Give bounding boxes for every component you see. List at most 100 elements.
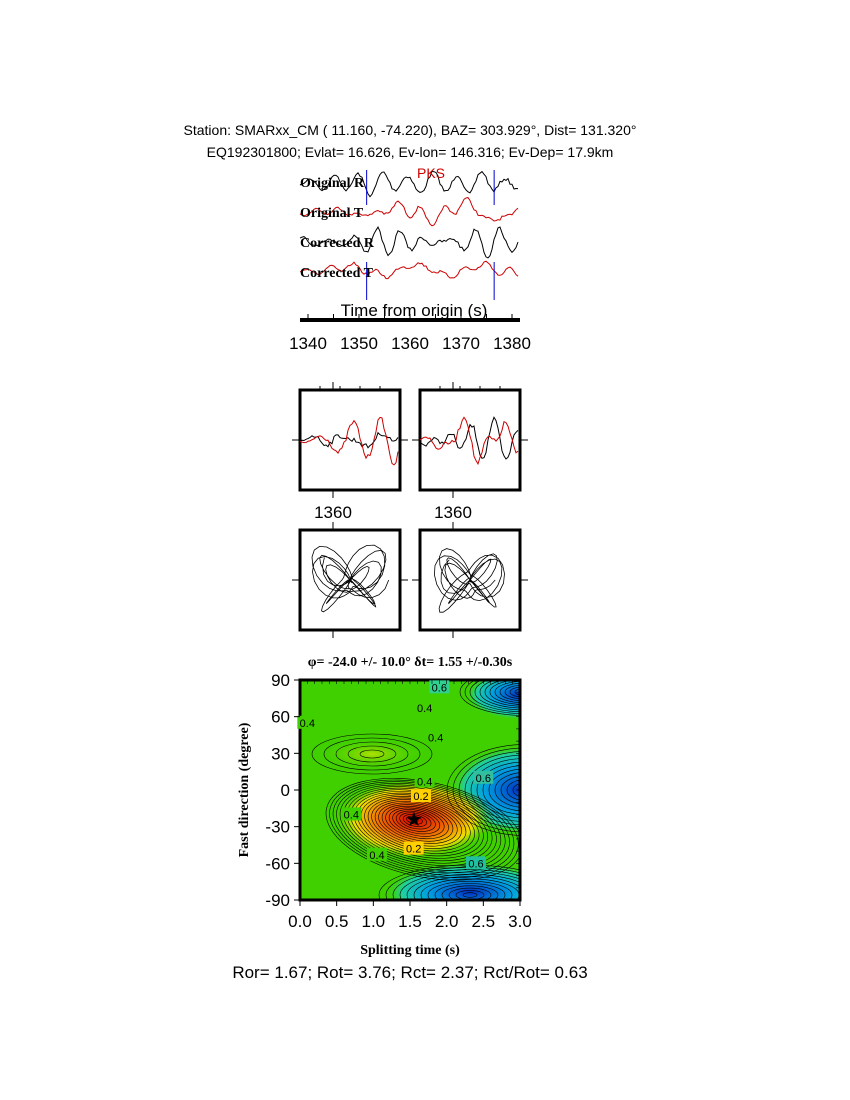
particle-motion-path: [433, 548, 505, 613]
contour-line: [406, 874, 520, 900]
trace-2: [299, 226, 519, 259]
contour-line: [392, 809, 441, 835]
contour-label: 0.6: [468, 858, 483, 870]
y-axis-label: Fast direction (degree): [237, 722, 252, 857]
contour-line: [406, 815, 423, 825]
contour-label: 0.2: [413, 791, 428, 803]
y-tick-label: 0: [281, 781, 290, 800]
contour-label: 0.4: [369, 850, 384, 862]
contour-line: [441, 885, 499, 900]
time-tick-label: 1340: [289, 334, 327, 353]
contour-line: [448, 887, 492, 900]
contour-line: [479, 680, 520, 709]
contour-label-bg: [466, 856, 486, 870]
x-tick-label: 2.5: [472, 912, 496, 931]
y-tick-label: -90: [265, 891, 290, 910]
x-tick-label: 0.0: [288, 912, 312, 931]
contour-line: [392, 869, 520, 900]
contour-line: [500, 776, 520, 804]
contour-line: [427, 880, 513, 900]
x-tick-label: 1.0: [362, 912, 386, 931]
contour-line: [512, 783, 520, 797]
time-tick-label: 1350: [340, 334, 378, 353]
contour-line: [395, 810, 436, 832]
y-tick-label: 30: [271, 744, 290, 763]
trace-label-corrected-t: Corrected T: [300, 266, 374, 281]
contour-line: [399, 812, 432, 830]
y-tick-label: 90: [271, 671, 290, 690]
contour-label: 0.4: [344, 809, 359, 821]
local-low-region: [317, 738, 427, 770]
contour-line: [388, 807, 445, 837]
y-tick-label: -30: [265, 818, 290, 837]
contour-line: [347, 745, 397, 763]
contour-line: [504, 684, 520, 700]
time-axis-label: Time from origin (s): [341, 301, 488, 320]
contour-line: [514, 688, 520, 696]
phase-label: PKS: [417, 165, 445, 181]
time-tick-label: 1380: [493, 334, 531, 353]
waveform-comparison-panels: [292, 382, 528, 638]
x-tick-label: 3.0: [508, 912, 532, 931]
best-fit-star-icon: ★: [405, 809, 423, 831]
x-tick-label: 2.0: [435, 912, 459, 931]
contour-line: [474, 680, 520, 711]
contour-line: [446, 744, 520, 836]
contour-label: 0.4: [300, 718, 315, 730]
contour-label-bg: [411, 789, 431, 803]
contour-line: [402, 814, 428, 827]
contour-line: [482, 765, 520, 815]
trace-label-original-r: Original R: [300, 176, 365, 191]
tick-label-right: 1360: [434, 503, 472, 522]
contour-label-bg: [403, 841, 424, 855]
contour-line: [359, 749, 385, 759]
contour-line: [469, 680, 520, 713]
event-info: EQ192301800; Evlat= 16.626, Ev-lon= 146.…: [207, 144, 614, 160]
trace-3: [299, 260, 519, 280]
contour-line: [385, 805, 449, 840]
x-tick-label: 0.5: [325, 912, 349, 931]
tick-label-left: 1360: [314, 503, 352, 522]
contour-line: [488, 768, 520, 812]
contour-label-bg: [341, 807, 362, 821]
seismogram-panel: [299, 170, 519, 300]
contour-line: [311, 733, 433, 775]
contour-label: 0.4: [417, 776, 432, 788]
trace-label-original-t: Original T: [300, 206, 364, 221]
contour-line: [499, 682, 520, 702]
contour-line: [413, 876, 520, 900]
contour-line: [409, 817, 419, 823]
contour-line: [509, 686, 520, 698]
contour-line: [470, 758, 520, 822]
contour-label-bg: [473, 770, 494, 784]
contour-line: [323, 737, 421, 771]
contour-line: [462, 892, 478, 898]
station-info: Station: SMARxx_CM ( 11.160, -74.220), B…: [184, 122, 637, 138]
contour-line: [381, 804, 454, 842]
contour-line: [335, 741, 409, 767]
contour-lines: [311, 680, 520, 900]
contour-labels: 0.60.40.40.40.40.60.40.20.20.40.6: [297, 680, 494, 870]
contour-label-bg: [414, 774, 435, 788]
contour-label: 0.6: [476, 773, 491, 785]
high-energy-region-top: [465, 680, 520, 720]
contour-line: [452, 747, 520, 833]
contour-label-bg: [414, 701, 435, 715]
contour-line: [459, 680, 520, 716]
contour-line: [399, 871, 520, 900]
y-tick-label: -60: [265, 854, 290, 873]
time-tick-label: 1360: [391, 334, 429, 353]
contour-label: 0.2: [406, 844, 421, 856]
contour-line: [458, 751, 520, 829]
contour-line: [476, 761, 520, 819]
trace-0: [299, 170, 519, 198]
transverse-trace: [419, 416, 519, 466]
energy-contour-plot: [300, 680, 520, 900]
contour-label: 0.6: [432, 682, 447, 694]
contour-label-bg: [297, 715, 318, 729]
waveform-box: [418, 388, 522, 492]
trace-label-corrected-r: Corrected R: [300, 236, 375, 251]
contour-label-bg: [367, 847, 387, 861]
contour-line: [489, 680, 520, 705]
contour-line: [464, 680, 520, 714]
